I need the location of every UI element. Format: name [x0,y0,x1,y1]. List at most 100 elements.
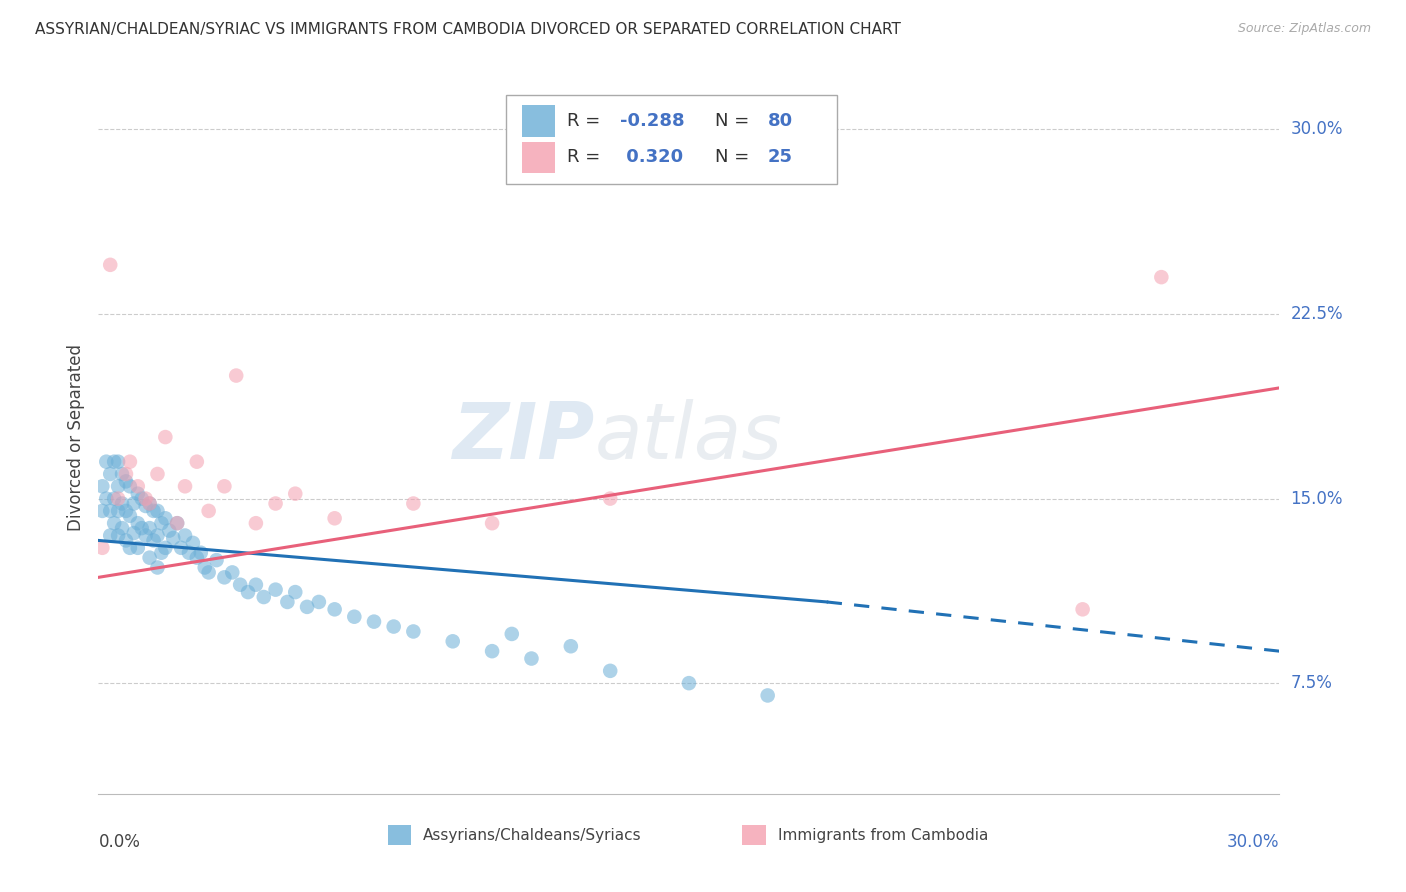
Point [138,521,160,535]
Point [229,578,252,592]
Point [174,528,197,542]
Text: Immigrants from Cambodia: Immigrants from Cambodia [778,828,988,843]
Text: Assyrians/Chaldeans/Syriacs: Assyrians/Chaldeans/Syriacs [423,828,641,843]
Point [264,582,287,597]
Point [107,504,129,518]
Point [111,521,134,535]
Point [245,516,267,531]
Point [253,590,276,604]
Point [96,455,118,469]
Point [103,516,125,531]
Point [155,511,177,525]
Text: 0.0%: 0.0% [98,833,141,851]
Point [295,599,318,614]
Point [678,676,700,690]
Point [91,479,114,493]
Point [142,533,165,548]
Point [135,499,157,513]
Text: 0.320: 0.320 [620,148,683,166]
Point [441,634,464,648]
Point [111,496,134,510]
Point [118,508,141,523]
Text: 30.0%: 30.0% [1227,833,1279,851]
Point [122,526,145,541]
Point [225,368,247,383]
Point [221,566,243,580]
Point [115,475,138,489]
Text: ZIP: ZIP [453,399,595,475]
Point [115,467,138,481]
Point [96,491,118,506]
Point [520,651,543,665]
Text: R =: R = [567,148,606,166]
Text: N =: N = [714,112,755,130]
Text: atlas: atlas [595,399,782,475]
Point [135,528,157,542]
Point [481,516,503,531]
Point [197,566,219,580]
Point [115,504,138,518]
Point [155,430,177,444]
Point [107,528,129,542]
Point [382,619,405,633]
Point [98,467,121,481]
Point [186,550,208,565]
Point [98,528,121,542]
Point [501,627,523,641]
Point [146,560,169,574]
Point [157,524,180,538]
Point [264,496,287,510]
Point [146,504,169,518]
Point [103,491,125,506]
Point [138,550,160,565]
Point [142,504,165,518]
Point [138,496,160,510]
Point [197,504,219,518]
Point [284,585,307,599]
Point [127,516,149,531]
Text: 7.5%: 7.5% [1291,674,1333,692]
Point [103,455,125,469]
Text: 15.0%: 15.0% [1291,490,1343,508]
Point [135,491,157,506]
Point [181,536,204,550]
Point [599,664,621,678]
Point [190,546,212,560]
Point [155,541,177,555]
Point [146,467,169,481]
Point [118,479,141,493]
Point [323,511,346,525]
Point [402,624,425,639]
Point [146,528,169,542]
Y-axis label: Divorced or Separated: Divorced or Separated [66,343,84,531]
Point [150,546,173,560]
Point [98,504,121,518]
Point [162,531,184,545]
Text: 22.5%: 22.5% [1291,305,1343,323]
Point [186,455,208,469]
Point [170,541,193,555]
Text: 25: 25 [768,148,793,166]
Point [111,467,134,481]
Point [236,585,259,599]
Point [91,504,114,518]
Point [194,560,217,574]
Point [122,496,145,510]
Point [127,479,149,493]
Point [276,595,298,609]
Text: ASSYRIAN/CHALDEAN/SYRIAC VS IMMIGRANTS FROM CAMBODIA DIVORCED OR SEPARATED CORRE: ASSYRIAN/CHALDEAN/SYRIAC VS IMMIGRANTS F… [35,22,901,37]
Point [127,486,149,500]
Point [343,609,366,624]
Text: Source: ZipAtlas.com: Source: ZipAtlas.com [1237,22,1371,36]
Text: 80: 80 [768,112,793,130]
Point [1150,270,1173,285]
Point [131,521,153,535]
Point [284,486,307,500]
Point [138,496,160,510]
Point [118,455,141,469]
FancyBboxPatch shape [523,142,555,173]
Point [363,615,385,629]
Point [107,479,129,493]
Point [308,595,330,609]
Point [127,541,149,555]
